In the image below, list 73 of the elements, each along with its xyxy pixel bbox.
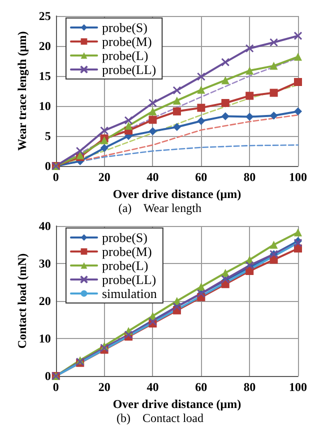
x-tick-label: 60: [195, 170, 208, 184]
point: [270, 256, 278, 264]
point: [148, 98, 157, 108]
point: [270, 88, 278, 97]
point: [294, 238, 302, 248]
point: [196, 72, 206, 81]
point: [294, 228, 302, 236]
y-tick-label: 10: [38, 332, 51, 346]
legend-label: simulation: [102, 286, 158, 301]
point: [270, 62, 278, 70]
y-tick-label: 40: [38, 219, 51, 233]
point: [294, 52, 302, 61]
legend-label: probe(L): [102, 258, 148, 273]
legend-label: probe(S): [102, 20, 148, 35]
y-axis-title: Wear trace length (μm): [15, 31, 29, 151]
x-tick-label: 40: [146, 380, 159, 394]
point: [197, 104, 206, 112]
point: [221, 76, 230, 84]
point: [197, 117, 206, 125]
point: [246, 66, 254, 75]
point: [148, 127, 157, 136]
y-tick-label: 20: [38, 294, 51, 308]
y-tick-label: 10: [38, 99, 51, 113]
text: (b) Contact load: [116, 411, 204, 425]
point: [270, 112, 278, 120]
point: [221, 112, 230, 120]
point: [270, 38, 278, 47]
x-axis-title: Over drive distance (μm): [112, 186, 242, 201]
point: [100, 144, 108, 152]
point: [246, 92, 254, 100]
legend-label: probe(LL): [102, 272, 156, 287]
point: [270, 240, 278, 249]
point: [221, 58, 230, 66]
point: [197, 86, 206, 94]
y-tick-label: 30: [38, 256, 51, 270]
point: [294, 78, 302, 86]
point: [124, 116, 133, 125]
y-tick-label: 25: [38, 9, 51, 23]
legend-label: probe(LL): [102, 62, 156, 77]
point: [148, 107, 157, 116]
point: [172, 107, 181, 116]
point: [294, 107, 302, 116]
y-tick-label: 15: [38, 69, 51, 83]
point: [246, 112, 254, 121]
x-tick-label: 40: [146, 170, 159, 184]
x-tick-label: 20: [98, 170, 110, 184]
x-axis-title: Over drive distance (μm): [112, 396, 242, 411]
legend-label: probe(M): [102, 244, 152, 259]
x-tick-label: 20: [98, 380, 110, 394]
y-tick-label: 5: [44, 129, 51, 143]
x-tick-label: 60: [195, 380, 208, 394]
y-tick-label: 0: [44, 159, 51, 173]
point: [100, 126, 109, 135]
legend-label: probe(L): [102, 48, 148, 63]
point: [172, 96, 181, 105]
y-tick-label: 0: [44, 369, 51, 383]
point: [172, 86, 182, 95]
x-tick-label: 80: [244, 170, 256, 184]
point: [172, 123, 181, 131]
point: [124, 122, 133, 130]
y-tick-label: 20: [38, 39, 51, 53]
point: [76, 146, 84, 156]
x-tick-label: 100: [289, 380, 307, 394]
x-tick-label: 100: [289, 170, 307, 184]
point: [221, 99, 230, 107]
legend-label: probe(M): [102, 34, 152, 49]
point: [294, 32, 302, 40]
point: [245, 44, 254, 53]
x-tick-label: 80: [244, 380, 256, 394]
legend-label: probe(S): [102, 230, 148, 245]
y-axis-title: Contact load (mN): [15, 253, 29, 349]
text: (a) Wear length: [118, 201, 202, 215]
point: [148, 116, 157, 124]
